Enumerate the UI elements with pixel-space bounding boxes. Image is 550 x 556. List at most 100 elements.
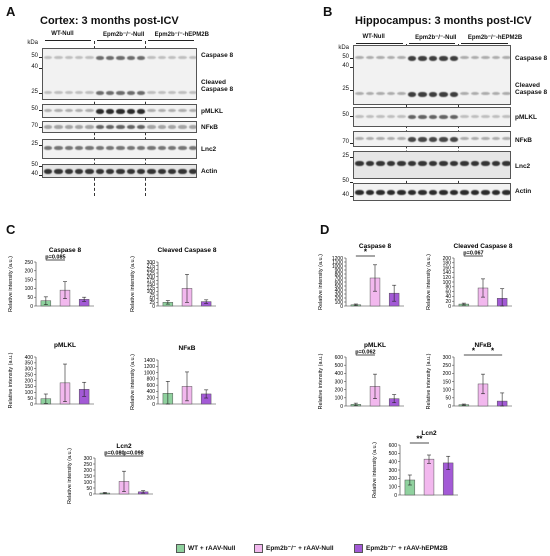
blot-band [502,115,510,119]
blot-band [188,56,196,60]
group-bracket-B-2 [461,43,508,44]
y-tick-label-8-5: 250 [443,363,452,369]
kda-tick-B-0 [350,58,353,59]
blot-band [407,161,417,166]
blot-band [64,146,73,150]
kda-tick-B-1 [350,67,353,68]
y-axis-label-2: Relative intensity (a.u.) [8,352,14,408]
protein-label-A-0: Caspase 8 [201,52,234,59]
y-tick-label-6-3: 60 [445,289,451,295]
blot-strip-B-0 [353,45,511,105]
y-tick-label-9-0: 0 [394,493,397,499]
blot-band [157,91,166,95]
y-axis-label-8: Relative intensity (a.u.) [426,353,432,409]
y-tick-label-5-9: 900 [335,268,344,274]
blot-band [178,109,187,113]
blot-band [407,56,417,61]
y-tick-label-1-3: 75 [149,293,155,299]
blot-band [44,91,53,95]
y-tick-label-2-1: 50 [27,396,33,402]
blot-strip-B-2 [353,131,511,147]
y-tick-label-8-3: 150 [443,379,452,385]
blot-band [386,115,396,119]
blot-band [44,125,53,129]
blot-band [168,91,177,95]
blot-band [64,91,73,95]
y-tick-label-5-8: 800 [335,272,344,278]
panel-letter-a: A [6,4,16,19]
kda-tick-A-2 [39,93,42,94]
blot-band [460,56,469,60]
y-tick-label-9-5: 500 [389,451,398,457]
y-tick-label-5-1: 100 [335,300,344,306]
y-tick-label-2-5: 250 [25,372,34,378]
blot-band [502,137,510,141]
blot-band [439,92,448,97]
kda-marker-B-3: 50 [342,112,349,118]
y-tick-label-4-1: 50 [86,486,92,492]
blot-band [54,109,63,113]
blot-band [439,190,448,195]
y-tick-label-0-4: 200 [25,269,34,275]
y-tick-label-6-7: 140 [443,270,452,276]
blot-band [75,169,84,174]
y-tick-label-6-5: 100 [443,280,452,286]
chart-title-9: Lcn2 [421,430,437,437]
group-header-A-2: Epm2b⁻/⁻-hEPM2B [154,32,209,38]
y-tick-label-4-6: 300 [84,456,93,462]
y-tick-label-3-2: 400 [147,389,156,395]
blot-band [428,115,438,120]
protein-label-A-3: NFκB [201,124,218,131]
blot-band [449,161,459,166]
group-header-B-0: WT-Null [362,34,385,40]
kda-marker-A-7: 40 [31,171,38,177]
y-tick-label-6-4: 80 [445,285,451,291]
kda-marker-B-4: 70 [342,139,349,145]
y-axis-label-4: Relative intensity (a.u.) [67,448,73,504]
y-tick-label-7-4: 400 [335,371,344,377]
y-tick-label-6-8: 160 [443,265,452,271]
legend-label-ko-null: Epm2b⁻/⁻ + rAAV-Null [266,545,334,553]
y-tick-label-2-2: 100 [25,390,34,396]
y-tick-label-1-4: 100 [147,289,156,295]
blot-band [365,115,375,119]
blot-band [178,91,187,95]
blot-band [54,169,63,174]
protein-label-A-5: Actin [201,168,218,175]
blot-band [126,56,135,61]
blot-band [137,109,146,114]
kda-marker-B-0: 50 [342,54,349,60]
y-tick-label-2-3: 150 [25,384,34,390]
y-tick-label-5-6: 600 [335,280,344,286]
blot-band [491,137,501,141]
blot-band [428,92,438,97]
blot-band [481,137,490,141]
group-header-A-1: Epm2b⁻/⁻-Null [102,32,145,38]
blot-band [54,91,63,95]
blot-band [157,56,166,60]
blot-band [439,161,448,166]
blot-band [386,190,396,195]
panel-letter-d: D [320,222,330,237]
blot-band [502,161,510,166]
blot-band [126,91,135,96]
y-tick-label-6-10: 200 [443,256,452,262]
blot-band [481,161,490,166]
kda-marker-A-6: 50 [31,162,38,168]
blot-band [85,146,94,150]
blot-band [44,109,53,113]
blot-band [157,169,166,174]
blot-band [137,169,146,174]
blot-band [397,137,406,141]
y-tick-label-9-4: 400 [389,459,398,465]
kda-label-B: kDa [338,45,349,51]
blot-band [460,92,469,96]
y-tick-label-3-1: 200 [147,396,156,402]
kda-marker-A-0: 50 [31,53,38,59]
blot-band [470,56,480,60]
blot-band [64,109,73,113]
blot-band [168,146,177,150]
y-tick-label-1-9: 225 [147,271,156,277]
y-tick-label-1-5: 125 [147,285,156,291]
blot-band [178,146,187,150]
